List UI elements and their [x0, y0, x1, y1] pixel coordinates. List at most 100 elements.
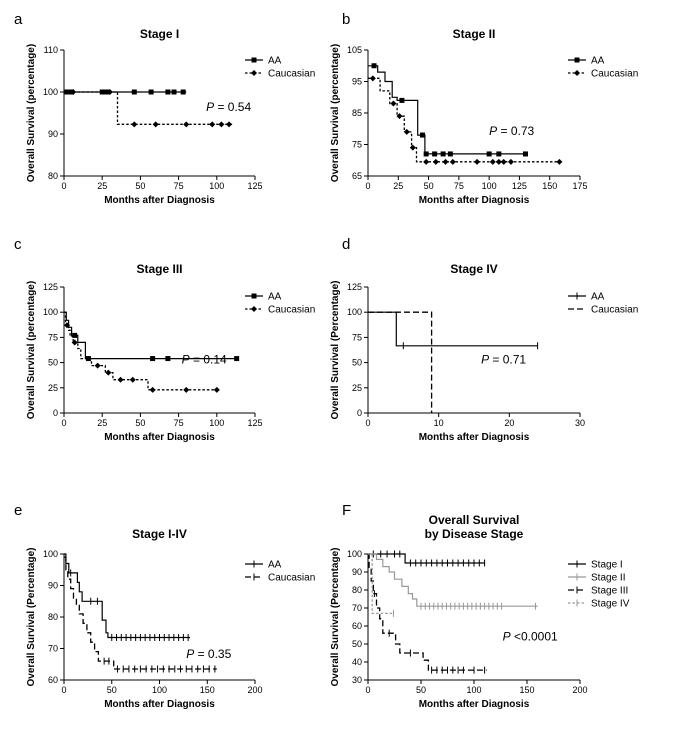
censor-mark [556, 158, 563, 165]
x-tick-label: 0 [61, 685, 66, 695]
panel-label: d [342, 236, 350, 253]
panel-label: e [14, 502, 22, 519]
p-symbol: P [489, 124, 497, 138]
y-tick-label: 0 [357, 408, 362, 418]
censor-mark [148, 89, 154, 95]
chart-title: Stage II [453, 27, 496, 41]
series-aa [64, 311, 240, 362]
survival-curve [368, 311, 433, 413]
chart-title: Stage III [136, 262, 182, 276]
censor-mark [442, 158, 449, 165]
y-tick-label: 75 [48, 332, 58, 342]
censor-mark [117, 376, 124, 383]
series-stage-iii [368, 553, 487, 674]
p-value-annotation: P <0.0001 [503, 629, 558, 643]
censor-mark [94, 362, 101, 369]
survival-curve [368, 553, 485, 564]
y-tick-label: 90 [352, 567, 362, 577]
p-value-annotation: P = 0.14 [182, 353, 227, 367]
legend-label: AA [268, 56, 282, 67]
y-tick-label: 100 [347, 307, 362, 317]
y-tick-label: 25 [48, 383, 58, 393]
legend-label: Caucasian [268, 573, 315, 584]
censor-mark [64, 89, 70, 95]
y-tick-label: 80 [48, 171, 58, 181]
y-tick-label: 75 [352, 140, 362, 150]
survival-curve [368, 553, 538, 607]
x-tick-label: 200 [247, 685, 262, 695]
survival-curve [368, 553, 394, 615]
censor-mark [495, 158, 502, 165]
y-tick-label: 110 [44, 45, 58, 55]
survival-curve [368, 65, 528, 155]
censor-mark [440, 151, 446, 157]
x-tick-label: 50 [416, 685, 426, 695]
x-tick-label: 25 [393, 181, 403, 191]
legend-marker [251, 293, 257, 299]
y-tick-label: 100 [43, 307, 58, 317]
censor-mark [449, 158, 456, 165]
legend-label: AA [268, 292, 282, 303]
legend-entry: Caucasian [245, 573, 315, 584]
y-tick-label: 60 [352, 621, 362, 631]
legend-label: Caucasian [591, 69, 638, 80]
censor-mark [432, 158, 439, 165]
x-tick-label: 200 [572, 685, 587, 695]
y-tick-label: 100 [43, 87, 58, 97]
legend-entry: Caucasian [245, 69, 315, 80]
y-tick-label: 80 [352, 585, 362, 595]
legend-entry: AA [245, 292, 282, 303]
series-aa [64, 553, 191, 641]
x-tick-label: 150 [542, 181, 557, 191]
censor-mark [369, 75, 376, 82]
y-tick-label: 50 [48, 358, 58, 368]
y-tick-label: 70 [352, 603, 362, 613]
y-tick-label: 50 [352, 639, 362, 649]
series-stage-i [368, 550, 486, 567]
y-tick-label: 100 [347, 549, 362, 559]
chart-title: Stage IV [450, 262, 497, 276]
x-tick-label: 100 [482, 181, 497, 191]
x-axis-label: Months after Diagnosis [419, 195, 530, 206]
legend-entry: AA [245, 56, 282, 67]
legend-label: AA [591, 292, 605, 303]
censor-mark [226, 121, 233, 128]
series-caucasian [368, 75, 563, 165]
censor-mark [399, 97, 405, 103]
y-tick-label: 95 [352, 77, 362, 87]
censor-mark [420, 132, 426, 138]
p-value-text: <0.0001 [511, 629, 558, 643]
censor-mark [150, 356, 156, 362]
censor-mark [129, 376, 136, 383]
survival-curve [64, 556, 217, 670]
y-axis-label: Overall Survival (percentage) [26, 44, 37, 182]
censor-mark [396, 113, 403, 120]
censor-mark [165, 89, 171, 95]
censor-mark [71, 339, 78, 346]
series-stage-ii [368, 553, 538, 610]
survival-curve [64, 311, 239, 360]
p-value-annotation: P = 0.35 [186, 647, 231, 661]
x-tick-label: 30 [575, 418, 585, 428]
chart-panel-e: e Stage I-IV 0 50 100 150 200 60 70 80 90 100 Months… [14, 502, 315, 710]
x-tick-label: 100 [209, 181, 224, 191]
x-tick-label: 100 [466, 685, 481, 695]
survival-curve [64, 91, 233, 125]
x-tick-label: 20 [504, 418, 514, 428]
censor-mark [105, 369, 112, 376]
censor-mark [432, 151, 438, 157]
x-tick-label: 75 [174, 181, 184, 191]
survival-curve [368, 553, 487, 671]
y-tick-label: 85 [352, 108, 362, 118]
x-tick-label: 125 [512, 181, 527, 191]
legend-entry: Stage II [568, 573, 625, 584]
legend-entry: Stage I [568, 560, 623, 571]
x-tick-label: 100 [209, 418, 224, 428]
chart-title: Stage I-IV [132, 527, 187, 541]
y-tick-label: 60 [48, 675, 58, 685]
chart-subtitle: by Disease Stage [425, 527, 524, 541]
y-tick-label: 65 [352, 171, 362, 181]
legend-marker [251, 70, 257, 76]
censor-mark [152, 121, 159, 128]
legend-entry: AA [245, 560, 282, 571]
